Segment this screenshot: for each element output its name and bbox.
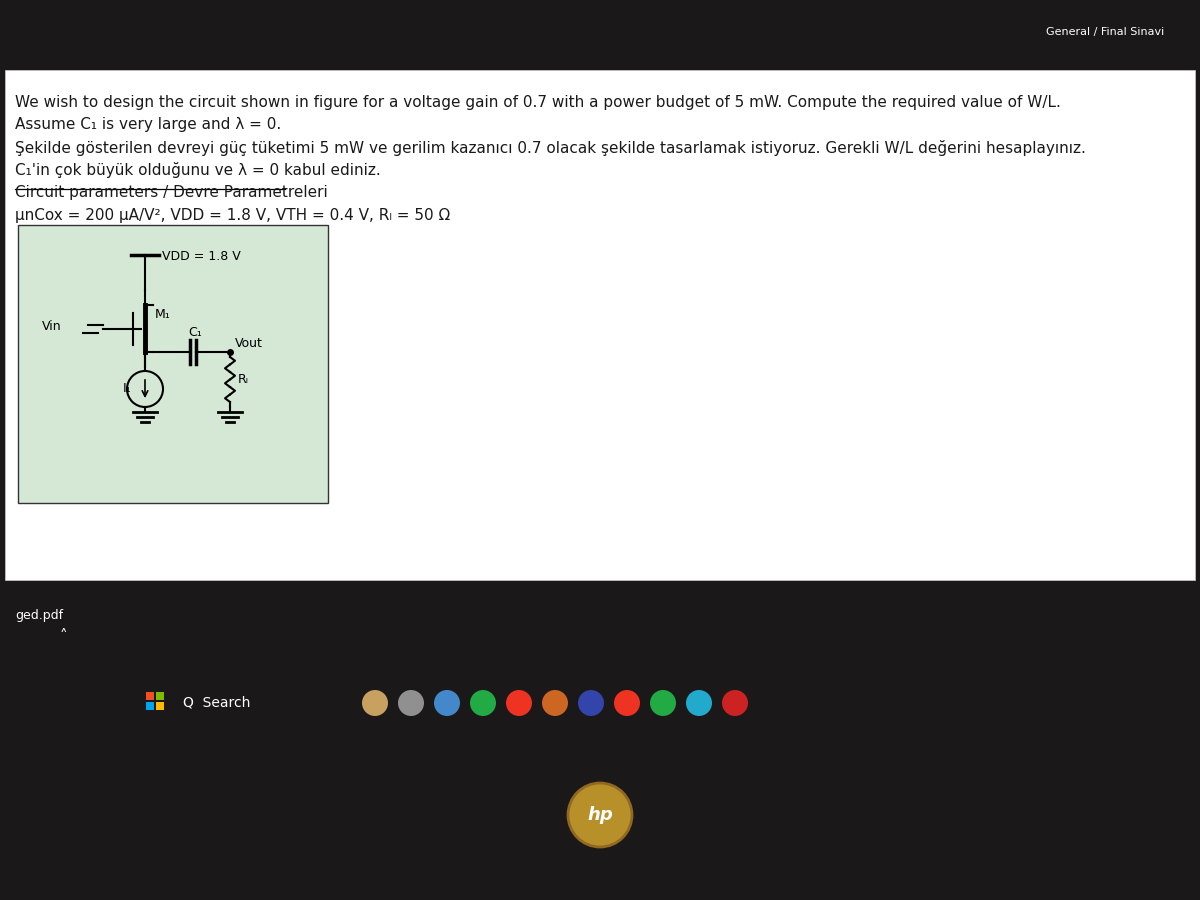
- Text: Rₗ: Rₗ: [238, 373, 248, 386]
- Text: ged.pdf: ged.pdf: [14, 608, 64, 622]
- Text: Q  Search: Q Search: [182, 696, 251, 710]
- Text: M₁: M₁: [155, 309, 170, 321]
- Text: Circuit parameters / Devre Parametreleri: Circuit parameters / Devre Parametreleri: [14, 185, 328, 200]
- Bar: [146, 702, 154, 710]
- Circle shape: [722, 690, 748, 716]
- Circle shape: [650, 690, 676, 716]
- Text: C₁: C₁: [188, 326, 202, 339]
- Circle shape: [686, 690, 712, 716]
- Bar: [146, 692, 154, 700]
- Text: Şekilde gösterilen devreyi güç tüketimi 5 mW ve gerilim kazanıcı 0.7 olacak şeki: Şekilde gösterilen devreyi güç tüketimi …: [14, 140, 1086, 156]
- Text: Vout: Vout: [235, 337, 263, 350]
- Circle shape: [362, 690, 388, 716]
- Circle shape: [398, 690, 424, 716]
- Text: C₁'in çok büyük olduğunu ve λ = 0 kabul ediniz.: C₁'in çok büyük olduğunu ve λ = 0 kabul …: [14, 162, 380, 178]
- Circle shape: [568, 783, 632, 847]
- Text: ˄: ˄: [60, 629, 67, 644]
- Circle shape: [506, 690, 532, 716]
- Bar: [18, 225, 328, 503]
- Text: General / Final Sinavi: General / Final Sinavi: [1045, 26, 1164, 37]
- Text: Vin: Vin: [42, 320, 61, 333]
- Circle shape: [470, 690, 496, 716]
- Text: Assume C₁ is very large and λ = 0.: Assume C₁ is very large and λ = 0.: [14, 117, 281, 132]
- Text: hp: hp: [587, 806, 613, 824]
- Circle shape: [542, 690, 568, 716]
- Text: I₁: I₁: [124, 382, 132, 395]
- Text: We wish to design the circuit shown in figure for a voltage gain of 0.7 with a p: We wish to design the circuit shown in f…: [14, 95, 1061, 110]
- Circle shape: [578, 690, 604, 716]
- Text: VDD = 1.8 V: VDD = 1.8 V: [162, 249, 241, 263]
- Text: μnCox = 200 μA/V², VDD = 1.8 V, VTH = 0.4 V, Rₗ = 50 Ω: μnCox = 200 μA/V², VDD = 1.8 V, VTH = 0.…: [14, 208, 450, 223]
- Bar: [156, 702, 164, 710]
- Bar: [156, 692, 164, 700]
- Circle shape: [434, 690, 460, 716]
- Circle shape: [614, 690, 640, 716]
